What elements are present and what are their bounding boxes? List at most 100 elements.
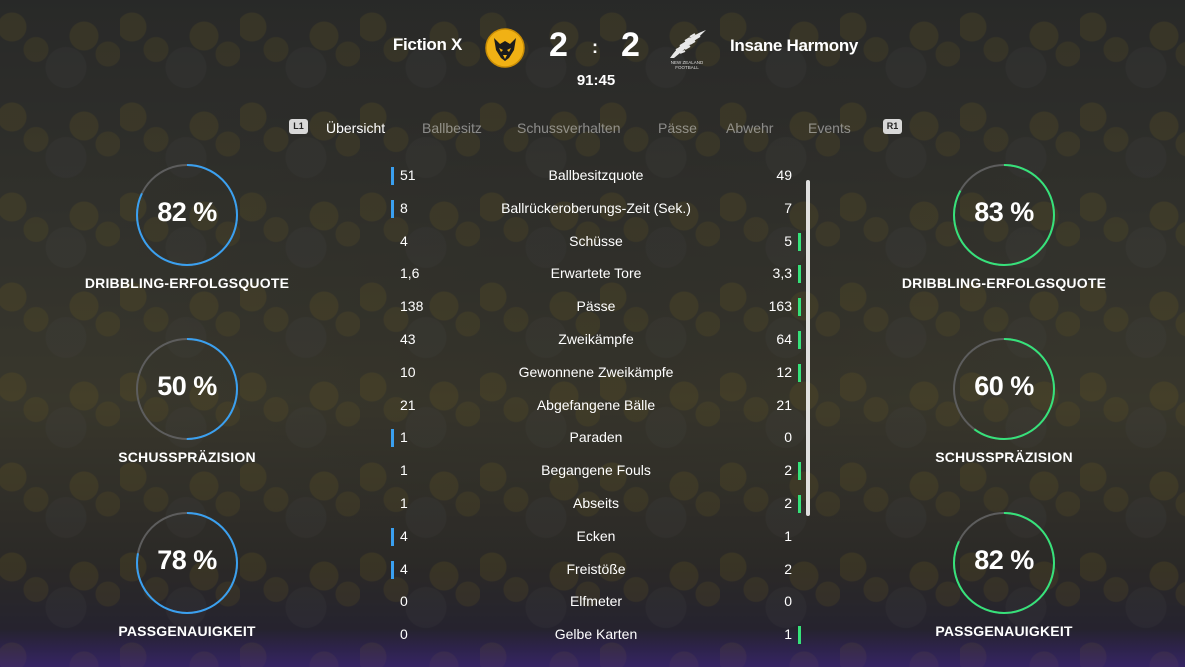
stat-home-value: 51 xyxy=(400,167,416,183)
stat-home-value: 8 xyxy=(400,199,408,216)
tab-ballbesitz[interactable]: Ballbesitz xyxy=(422,120,482,136)
stat-away-value: 7 xyxy=(784,199,792,216)
stat-home-value: 1 xyxy=(400,429,408,446)
home-score: 2 xyxy=(549,26,568,64)
stat-row: Ballrückeroberungs-Zeit (Sek.) 8 7 xyxy=(391,196,801,222)
stat-row: Elfmeter 0 0 xyxy=(391,589,801,615)
stat-home-value: 1 xyxy=(400,462,408,479)
home-leader-bar xyxy=(391,199,394,218)
stat-away-value: 163 xyxy=(768,298,792,315)
away-gauge: 83 % xyxy=(952,163,1056,267)
tab-uebersicht[interactable]: Übersicht xyxy=(326,120,386,136)
stat-name: Pässe xyxy=(576,298,616,315)
stat-home-value: 4 xyxy=(400,560,408,577)
stat-name: Paraden xyxy=(569,429,623,446)
stat-row: Paraden 1 0 xyxy=(391,425,801,451)
home-team-name: Fiction X xyxy=(392,35,462,54)
stat-away-value: 0 xyxy=(784,429,792,446)
home-leader-bar xyxy=(391,560,394,579)
stat-row: Erwartete Tore 1,6 3,3 xyxy=(391,261,801,287)
gauge-fill-arc xyxy=(136,338,238,440)
silver-fern-crest-icon: NEW ZEALAND FOOTBALL xyxy=(664,26,710,72)
gauge-fill-arc xyxy=(136,164,238,266)
gauge-fill-arc xyxy=(953,338,1055,440)
tab-events[interactable]: Events xyxy=(808,120,851,136)
stat-name: Gewonnene Zweikämpfe xyxy=(518,363,674,380)
gauge-ring xyxy=(953,164,1055,266)
away-score: 2 xyxy=(621,26,640,64)
stats-scrollbar[interactable] xyxy=(806,180,810,516)
gauge-fill-arc xyxy=(136,512,238,614)
wolf-head-crest-icon xyxy=(485,28,525,68)
stat-away-value: 1 xyxy=(784,527,792,544)
stat-home-value: 4 xyxy=(400,527,408,544)
stat-home-value: 0 xyxy=(400,593,408,610)
stat-away-value: 5 xyxy=(784,232,792,249)
gauge-label: DRIBBLING-ERFOLGSQUOTE xyxy=(901,275,1107,291)
score-separator: : xyxy=(592,37,598,57)
stat-home-value: 0 xyxy=(400,626,408,643)
gauge-fill-arc xyxy=(953,164,1055,266)
gauge-ring xyxy=(953,512,1055,614)
stats-tab-bar: L1 Übersicht Ballbesitz Schussverhalten … xyxy=(0,118,1185,140)
stat-away-value: 64 xyxy=(776,331,792,347)
r1-button-icon[interactable]: R1 xyxy=(883,119,902,134)
stat-name: Ballrückeroberungs-Zeit (Sek.) xyxy=(501,199,691,216)
stat-name: Freistöße xyxy=(566,560,626,577)
home-gauge: 78 % xyxy=(135,511,239,615)
gauge-percent: 83 % xyxy=(974,197,1034,227)
stat-name: Erwartete Tore xyxy=(550,265,642,282)
away-leader-bar xyxy=(798,331,801,349)
away-gauge: 60 % xyxy=(952,337,1056,441)
match-clock: 91:45 xyxy=(576,72,616,89)
stat-row: Zweikämpfe 43 64 xyxy=(391,327,801,353)
home-leader-bar xyxy=(391,167,394,185)
stat-away-value: 1 xyxy=(784,626,792,643)
stat-row: Begangene Fouls 1 2 xyxy=(391,458,801,484)
away-leader-bar xyxy=(798,298,801,317)
away-leader-bar xyxy=(798,495,801,513)
stat-home-value: 138 xyxy=(400,298,424,315)
stat-away-value: 0 xyxy=(784,593,792,610)
tab-abwehr[interactable]: Abwehr xyxy=(726,120,774,136)
stat-row: Gewonnene Zweikämpfe 10 12 xyxy=(391,360,801,386)
tab-schussverhalten[interactable]: Schussverhalten xyxy=(517,120,621,136)
stat-name: Abseits xyxy=(573,495,619,511)
stat-name: Abgefangene Bälle xyxy=(536,396,656,413)
stat-row: Pässe 138 163 xyxy=(391,294,801,320)
crest-text-line-2: FOOTBALL xyxy=(675,65,699,70)
gauge-fill-arc xyxy=(953,512,1055,614)
stat-row: Gelbe Karten 0 1 xyxy=(391,622,801,648)
away-leader-bar xyxy=(798,363,801,382)
stat-name: Schüsse xyxy=(569,232,623,249)
stat-row: Abgefangene Bälle 21 21 xyxy=(391,393,801,419)
stat-away-value: 12 xyxy=(776,363,792,380)
stat-away-value: 21 xyxy=(776,396,792,413)
stat-away-value: 2 xyxy=(784,560,792,577)
away-gauge: 82 % xyxy=(952,511,1056,615)
stat-row: Schüsse 4 5 xyxy=(391,229,801,255)
stat-home-value: 4 xyxy=(400,232,408,249)
stat-row: Abseits 1 2 xyxy=(391,491,801,517)
stat-row: Ecken 4 1 xyxy=(391,524,801,550)
stat-away-value: 49 xyxy=(776,167,792,183)
crest-text-line-1: NEW ZEALAND xyxy=(671,60,704,65)
stat-home-value: 10 xyxy=(400,363,416,380)
stat-home-value: 21 xyxy=(400,396,416,413)
away-leader-bar xyxy=(798,626,801,645)
tab-paesse[interactable]: Pässe xyxy=(658,120,697,136)
stat-row: Ballbesitzquote 51 49 xyxy=(391,163,801,189)
gauge-ring xyxy=(136,164,238,266)
stat-name: Gelbe Karten xyxy=(554,626,638,643)
gauge-percent: 78 % xyxy=(157,545,217,575)
gauge-label: SCHUSSPRÄZISION xyxy=(935,449,1073,465)
l1-button-icon[interactable]: L1 xyxy=(289,119,308,134)
gauge-label: SCHUSSPRÄZISION xyxy=(118,449,256,465)
stat-home-value: 1 xyxy=(400,495,408,511)
gauge-ring xyxy=(953,338,1055,440)
gauge-label: PASSGENAUIGKEIT xyxy=(118,623,256,639)
away-leader-bar xyxy=(798,232,801,251)
away-leader-bar xyxy=(798,462,801,481)
stat-row: Freistöße 4 2 xyxy=(391,557,801,583)
home-gauge: 82 % xyxy=(135,163,239,267)
